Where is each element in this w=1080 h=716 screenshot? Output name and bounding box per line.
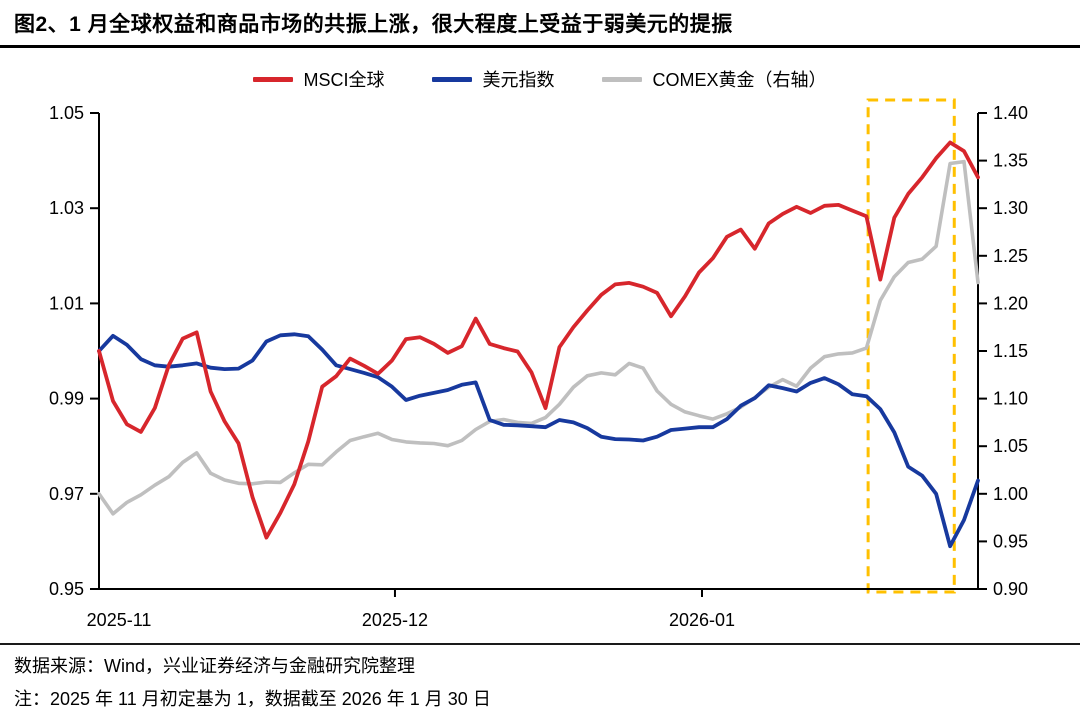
legend-swatch-gray	[602, 76, 643, 82]
legend-item-msci: MSCI全球	[253, 66, 384, 92]
legend-item-usdx: 美元指数	[432, 66, 554, 92]
chart-legend: MSCI全球 美元指数 COMEX黄金（右轴）	[0, 66, 1080, 92]
series-usd-index-line	[97, 332, 980, 549]
right-axis-tick-label: 1.00	[993, 484, 1028, 504]
data-source-note: 数据来源：Wind，兴业证券经济与金融研究院整理	[14, 656, 416, 676]
series-msci-line	[97, 140, 980, 540]
right-axis-tick-label: 1.05	[993, 436, 1028, 456]
title-divider	[0, 45, 1080, 48]
left-axis-tick-label: 0.95	[49, 579, 84, 599]
legend-label-msci: MSCI全球	[303, 70, 385, 90]
legend-label-usdx: 美元指数	[482, 70, 555, 90]
right-axis-tick-label: 1.10	[993, 389, 1028, 409]
series-comex-gold-line	[97, 159, 980, 516]
page-title: 图2、1 月全球权益和商品市场的共振上涨，很大程度上受益于弱美元的提振	[14, 13, 733, 36]
legend-label-gold: COMEX黄金（右轴）	[652, 70, 827, 90]
left-axis-tick-label: 1.01	[49, 293, 84, 313]
left-axis-tick-label: 1.05	[49, 103, 84, 123]
right-axis-tick-label: 1.40	[993, 103, 1028, 123]
right-axis-tick-label: 1.30	[993, 198, 1028, 218]
right-axis-tick-label: 1.35	[993, 151, 1028, 171]
left-axis-tick-label: 1.03	[49, 198, 84, 218]
right-axis-tick-label: 1.25	[993, 246, 1028, 266]
chart-footnote: 注：2025 年 11 月初定基为 1，数据截至 2026 年 1 月 30 日	[14, 689, 491, 709]
x-axis-tick-label: 2025-11	[87, 610, 152, 630]
x-axis-tick-label: 2025-12	[362, 610, 428, 630]
legend-swatch-red	[253, 76, 294, 82]
left-axis-tick-label: 0.97	[49, 484, 84, 504]
right-axis-tick-label: 0.95	[993, 531, 1028, 551]
right-axis-tick-label: 1.20	[993, 293, 1028, 313]
legend-item-gold: COMEX黄金（右轴）	[602, 66, 827, 92]
right-axis-tick-label: 0.90	[993, 579, 1028, 599]
footer-divider	[0, 643, 1080, 645]
legend-swatch-navy	[432, 76, 473, 82]
x-axis-tick-label: 2026-01	[669, 610, 735, 630]
right-axis-tick-label: 1.15	[993, 341, 1028, 361]
left-axis-tick-label: 0.99	[49, 389, 84, 409]
